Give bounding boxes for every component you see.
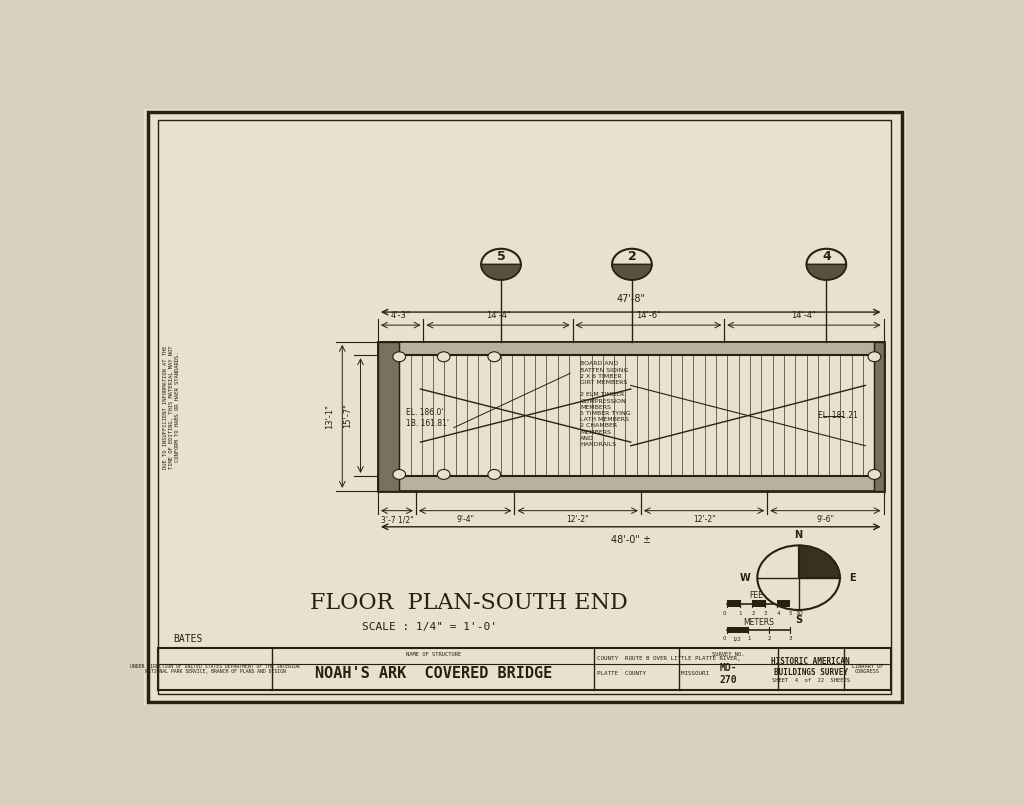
Text: 2: 2 (752, 611, 755, 616)
Text: LIBRARY OF
CONGRESS: LIBRARY OF CONGRESS (852, 663, 884, 675)
Text: DUE TO INSUFFICIENT INFORMATION AT THE
TIME OF EDITING, THIS MATERIAL MAY NOT
CO: DUE TO INSUFFICIENT INFORMATION AT THE T… (164, 345, 180, 469)
Text: BATES: BATES (173, 634, 202, 644)
Circle shape (393, 469, 406, 480)
Bar (378, 342, 399, 491)
Circle shape (758, 546, 840, 610)
Text: COUNTY  ROUTE B OVER LITTLE PLATTE RIVER,: COUNTY ROUTE B OVER LITTLE PLATTE RIVER, (597, 656, 740, 661)
Text: 14'-4": 14'-4" (792, 310, 816, 319)
Text: 10: 10 (796, 611, 803, 616)
Bar (753, 600, 765, 608)
Text: SCALE : 1/4" = 1'-0': SCALE : 1/4" = 1'-0' (362, 622, 497, 633)
Text: MO-
270: MO- 270 (720, 663, 737, 685)
Text: 3'-7 1/2": 3'-7 1/2" (381, 515, 414, 524)
Bar (158, 648, 892, 690)
Text: 9'-4": 9'-4" (456, 515, 474, 524)
Bar (727, 600, 739, 608)
Text: 1: 1 (746, 636, 751, 641)
Circle shape (487, 469, 501, 480)
Bar (777, 600, 790, 608)
Circle shape (868, 351, 881, 362)
Text: PLATTE  COUNTY          MISSOURI: PLATTE COUNTY MISSOURI (597, 671, 709, 675)
Text: 1: 1 (738, 611, 742, 616)
Text: NOAH'S ARK  COVERED BRIDGE: NOAH'S ARK COVERED BRIDGE (314, 667, 552, 682)
Text: EL. 181.21: EL. 181.21 (818, 411, 858, 420)
Text: 4: 4 (776, 611, 780, 616)
Bar (874, 342, 884, 491)
Text: 5: 5 (788, 611, 793, 616)
Text: 0: 0 (723, 636, 727, 641)
Circle shape (487, 351, 501, 362)
Text: 3: 3 (788, 636, 793, 641)
Text: SHEET  4  of  22  SHEETS: SHEET 4 of 22 SHEETS (772, 678, 850, 683)
Text: 13'-1": 13'-1" (326, 404, 334, 429)
Bar (727, 627, 748, 633)
Text: 14'-6": 14'-6" (636, 310, 660, 319)
Wedge shape (807, 264, 846, 280)
Text: 2: 2 (628, 251, 636, 264)
Text: 0: 0 (723, 611, 727, 616)
Circle shape (393, 351, 406, 362)
Text: FEET: FEET (750, 591, 768, 600)
Text: E: E (849, 573, 856, 583)
Wedge shape (799, 546, 840, 578)
Circle shape (807, 249, 846, 280)
Text: SURVEY NO.: SURVEY NO. (712, 652, 744, 657)
Wedge shape (612, 264, 652, 280)
Text: 5: 5 (497, 251, 506, 264)
Bar (378, 342, 884, 491)
Text: BOARD AND
BATTEN SIDING
2 X 6 TIMBER
GIRT MEMBERS
 
2 ELM TIMBER
COMPRESSION
MEM: BOARD AND BATTEN SIDING 2 X 6 TIMBER GIR… (581, 361, 631, 447)
Text: 48'-0" ±: 48'-0" ± (610, 535, 650, 545)
Text: 12'-2": 12'-2" (692, 515, 716, 524)
Text: HISTORIC AMERICAN
BUILDINGS SURVEY: HISTORIC AMERICAN BUILDINGS SURVEY (771, 657, 850, 676)
Text: 4'-3": 4'-3" (391, 310, 411, 319)
Text: N: N (795, 530, 803, 541)
Text: W: W (739, 573, 750, 583)
Circle shape (868, 469, 881, 480)
Circle shape (437, 351, 451, 362)
Text: EL. 186.0'
1B. 161.81': EL. 186.0' 1B. 161.81' (406, 409, 449, 428)
Bar (378, 476, 884, 491)
Text: 4: 4 (822, 251, 830, 264)
Text: 14'-4": 14'-4" (485, 310, 510, 319)
Text: UNDER DIRECTION OF UNITED STATES DEPARTMENT OF THE INTERIOR
NATIONAL PARK SERVIC: UNDER DIRECTION OF UNITED STATES DEPARTM… (130, 663, 300, 675)
Text: S: S (795, 615, 802, 625)
Bar (378, 342, 884, 355)
Text: 2: 2 (767, 636, 771, 641)
Text: 3: 3 (764, 611, 767, 616)
Text: 9'-6": 9'-6" (816, 515, 835, 524)
Circle shape (481, 249, 521, 280)
Text: METERS: METERS (743, 618, 774, 627)
Text: FLOOR  PLAN-SOUTH END: FLOOR PLAN-SOUTH END (310, 592, 628, 613)
Text: 15'-7": 15'-7" (344, 403, 352, 428)
Circle shape (612, 249, 652, 280)
Text: 1/2: 1/2 (732, 636, 741, 641)
Text: 47'-8": 47'-8" (616, 294, 645, 304)
Wedge shape (481, 264, 521, 280)
Text: NAME OF STRUCTURE: NAME OF STRUCTURE (406, 652, 461, 657)
Text: 12'-2": 12'-2" (566, 515, 589, 524)
Circle shape (437, 469, 451, 480)
